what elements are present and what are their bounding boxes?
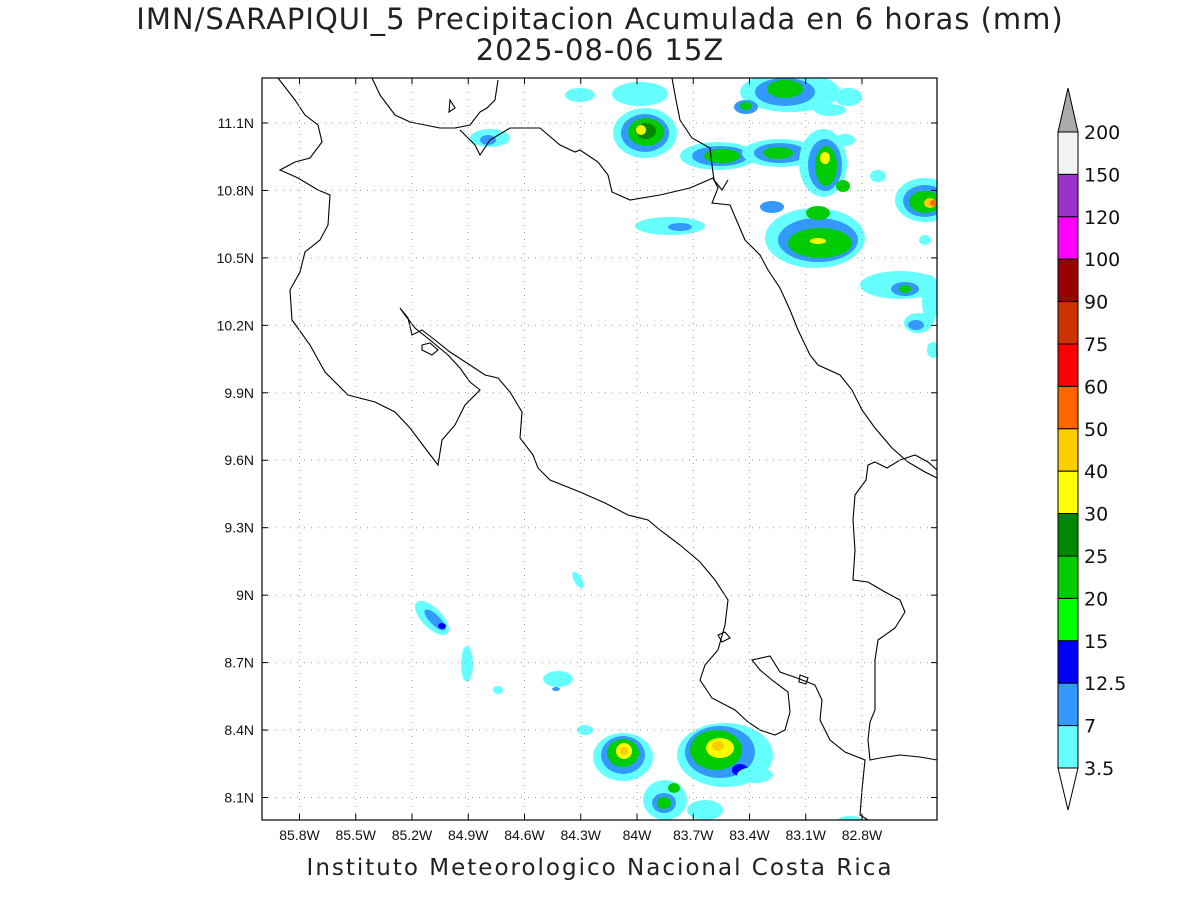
lon-tick-label: 82.8W xyxy=(842,827,883,843)
colorbar-swatch xyxy=(1057,682,1079,727)
colorbar-swatch xyxy=(1057,597,1079,642)
colorbar-swatch xyxy=(1057,470,1079,515)
precip-cell-north-coast-4 xyxy=(799,129,850,197)
colorbar-swatch xyxy=(1057,640,1079,684)
map-datetime: 2025-08-06 15Z xyxy=(475,33,725,67)
colorbar-swatch xyxy=(1057,343,1079,387)
colorbar-swatch xyxy=(1057,301,1079,345)
lon-tick-label: 84.6W xyxy=(504,827,545,843)
precipitation-shading xyxy=(414,78,937,820)
lat-tick-label: 8.7N xyxy=(224,655,254,671)
longitude-labels: 85.8W 85.5W 85.2W 84.9W 84.6W 84.3W 84W 83.7W 83… xyxy=(279,827,883,843)
colorbar-label: 100 xyxy=(1084,249,1120,271)
colorbar-label: 120 xyxy=(1084,207,1120,229)
footer-credit: Instituto Meteorologico Nacional Costa R… xyxy=(306,855,894,881)
colorbar-label: 20 xyxy=(1084,588,1108,610)
precip-cell-north-coast-7 xyxy=(565,78,886,182)
lon-tick-label: 84.3W xyxy=(561,827,602,843)
colorbar-swatch xyxy=(1057,513,1079,557)
precip-cell-north-coast-2 xyxy=(680,142,756,170)
colorbar-legend: 3.5 7 12.5 15 20 25 30 40 50 60 75 90 100 120 150 200 xyxy=(1057,87,1126,811)
colorbar-top-arrow xyxy=(1057,87,1079,133)
lat-tick-label: 9.9N xyxy=(224,385,254,401)
colorbar-swatch xyxy=(1057,555,1079,599)
colorbar-label: 12.5 xyxy=(1084,673,1126,695)
lon-tick-label: 84.9W xyxy=(448,827,489,843)
map-title: IMN/SARAPIQUI_5 Precipitacion Acumulada … xyxy=(136,2,1064,36)
precip-cell-nicoya-offshore xyxy=(414,571,593,735)
colorbar-swatch xyxy=(1057,428,1079,472)
lat-tick-label: 11.1N xyxy=(218,115,254,131)
lat-tick-label: 10.5N xyxy=(217,250,254,266)
lat-tick-label: 9.3N xyxy=(224,520,254,536)
colorbar-label: 30 xyxy=(1084,504,1108,526)
colorbar-swatch xyxy=(1057,725,1079,769)
colorbar-label: 7 xyxy=(1084,716,1096,738)
colorbar-label: 40 xyxy=(1084,461,1108,483)
colorbar-bottom-arrow xyxy=(1057,767,1079,811)
coastlines xyxy=(277,78,937,820)
lon-tick-label: 83.1W xyxy=(786,827,827,843)
lat-tick-label: 8.4N xyxy=(224,722,254,738)
lat-tick-label: 10.8N xyxy=(217,182,254,198)
colorbar-label: 3.5 xyxy=(1084,758,1114,780)
colorbar-label: 25 xyxy=(1084,546,1108,568)
colorbar-label: 15 xyxy=(1084,631,1108,653)
lat-tick-label: 9.6N xyxy=(224,452,254,468)
colorbar-swatch xyxy=(1057,385,1079,430)
precip-cell-north-coast-1 xyxy=(613,108,677,158)
lat-tick-label: 10.2N xyxy=(217,317,254,333)
precip-cell-north-coast-3 xyxy=(742,139,818,167)
colorbar-swatch xyxy=(1057,131,1079,175)
precip-cell-offshore-east xyxy=(860,235,937,358)
colorbar-label: 60 xyxy=(1084,376,1108,398)
colorbar-label: 90 xyxy=(1084,292,1108,314)
colorbar-swatch xyxy=(1057,258,1079,303)
colorbar-label: 75 xyxy=(1084,334,1108,356)
lon-tick-label: 83.4W xyxy=(729,827,770,843)
precip-cell-north-coast-6 xyxy=(895,178,937,222)
colorbar-label: 200 xyxy=(1084,122,1120,144)
map-frame xyxy=(261,77,938,821)
axis-ticks xyxy=(262,78,937,820)
lat-tick-label: 9N xyxy=(236,587,254,603)
lon-tick-label: 85.8W xyxy=(279,827,320,843)
precip-cell-osa-south xyxy=(643,780,862,820)
colorbar-label: 50 xyxy=(1084,419,1108,441)
colorbar-swatch xyxy=(1057,216,1079,260)
lon-tick-label: 85.5W xyxy=(336,827,377,843)
gridlines xyxy=(262,78,937,820)
colorbar-label: 150 xyxy=(1084,164,1120,186)
latitude-labels: 11.1N 10.8N 10.5N 10.2N 9.9N 9.6N 9.3N 9N 8.7N 8.… xyxy=(217,115,254,806)
lon-tick-label: 85.2W xyxy=(392,827,433,843)
lon-tick-label: 83.7W xyxy=(673,827,714,843)
precip-cell-north-coast-5 xyxy=(760,201,865,268)
colorbar-swatch xyxy=(1057,173,1079,218)
precip-cell-osa-central xyxy=(677,723,773,787)
lon-tick-label: 84W xyxy=(623,827,653,843)
lat-tick-label: 8.1N xyxy=(224,790,254,806)
precip-cell-osa-west xyxy=(593,733,653,781)
